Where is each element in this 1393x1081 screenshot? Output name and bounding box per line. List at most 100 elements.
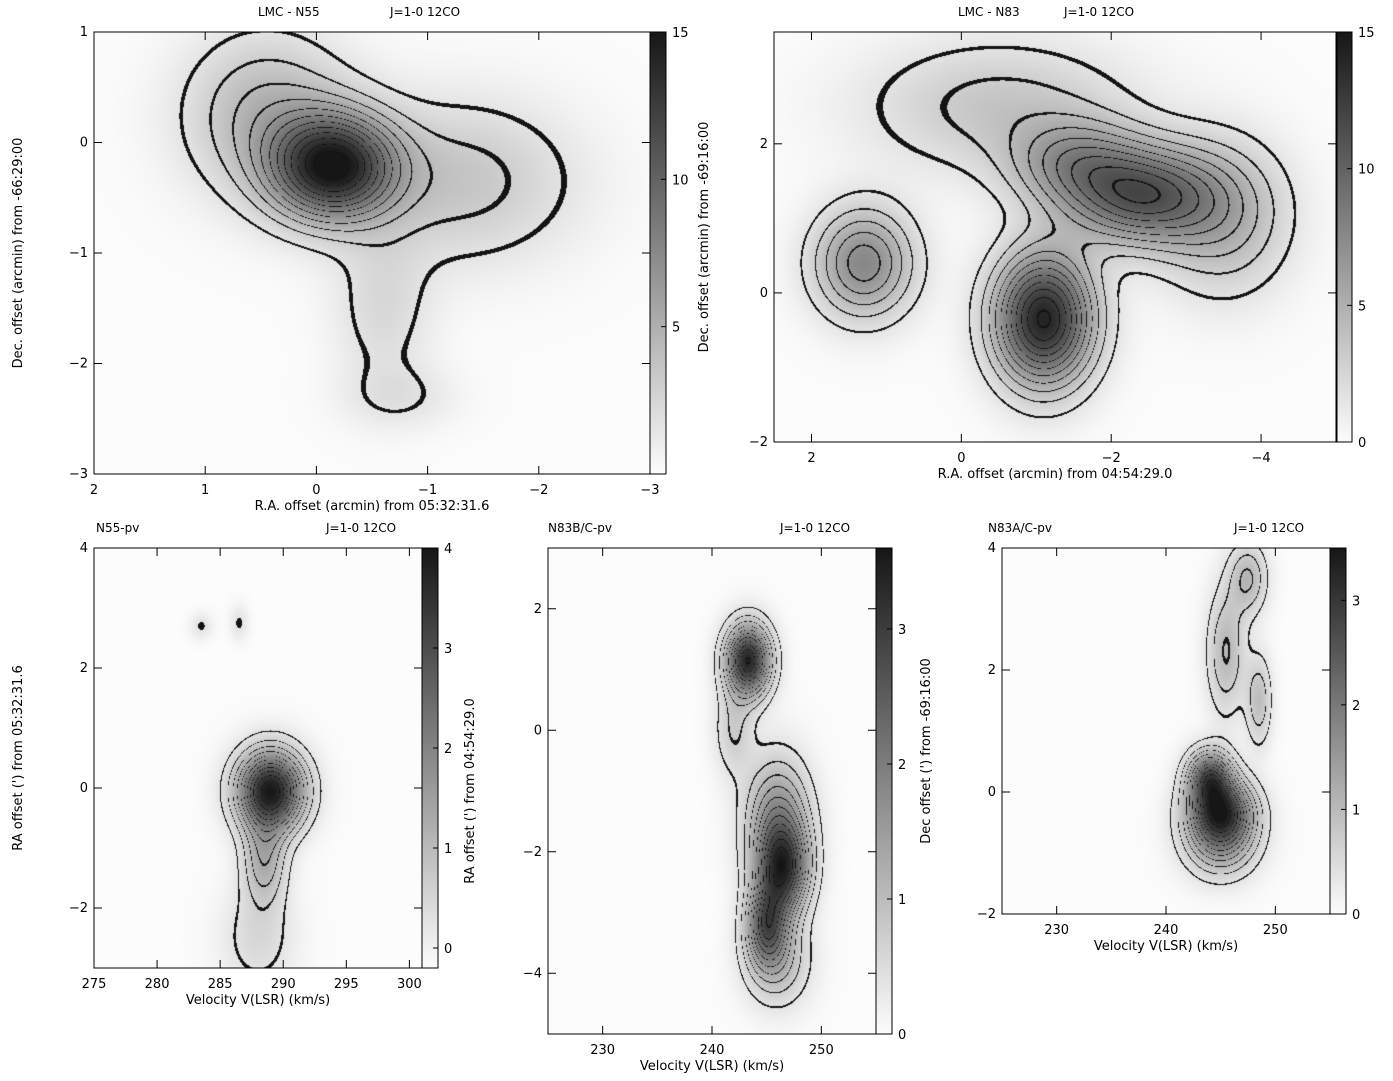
n55-pv-title-right: J=1-0 12CO [325, 521, 396, 535]
n83bc-pv-colorbar-label: 1 [898, 893, 906, 908]
n83-map-ytick-label: −2 [749, 435, 768, 450]
n83bc-pv-ylabel-right: Dec offset (') from -69:16:00 [919, 658, 934, 844]
n83ac-pv-colorbar-label: 2 [1352, 699, 1360, 714]
n83ac-pv-xtick-label: 240 [1154, 923, 1179, 938]
n55-map-colorbar-ramp [649, 31, 667, 475]
n55-map-ytick-label: −2 [69, 357, 88, 372]
n83ac-pv-colorbar-label: 1 [1352, 803, 1360, 818]
n83bc-pv-colorbar-label: 2 [898, 758, 906, 773]
n83-map-intensity-image [774, 32, 1336, 442]
n83bc-pv-title-left: N83B/C-pv [548, 521, 612, 535]
n55-map-ytick-label: 0 [80, 136, 88, 151]
n55-map-ylabel: Dec. offset (arcmin) from -66:29:00 [11, 138, 26, 369]
n55-pv-panel: 275 280 285 290 295 300 −2 0 2 4 0 1 2 3 4 N55-pv J=1-0 … [11, 521, 452, 1008]
n83bc-pv-ylabel: RA offset (') from 04:54:29.0 [463, 698, 478, 883]
n83-map-ytick-label: 2 [760, 137, 768, 152]
n83bc-pv-colorbar: 0 1 2 3 [875, 547, 906, 1043]
n83ac-pv-colorbar-label: 0 [1352, 908, 1360, 923]
n55-pv-title-left: N55-pv [96, 521, 139, 535]
n83bc-pv-xlabel: Velocity V(LSR) (km/s) [640, 1059, 784, 1074]
n55-map-colorbar-label: 10 [672, 173, 689, 188]
n55-map-xtick-label: −1 [418, 483, 437, 498]
n55-pv-ytick-label: 4 [80, 541, 88, 556]
n83-map-colorbar-ramp [1336, 31, 1353, 443]
n55-map-ytick-label: −3 [69, 467, 88, 482]
n83bc-pv-ytick-label: 0 [534, 723, 542, 738]
n55-pv-xtick-label: 275 [82, 977, 107, 992]
n83-map-xtick-label: 2 [807, 451, 815, 466]
n55-pv-xtick-label: 300 [397, 977, 422, 992]
n83bc-pv-ytick-label: −4 [523, 966, 542, 981]
n55-pv-ytick-label: −2 [69, 901, 88, 916]
n55-pv-xlabel: Velocity V(LSR) (km/s) [186, 993, 330, 1008]
n55-map-xtick-label: 0 [312, 483, 320, 498]
n83-map-colorbar-label: 5 [1358, 299, 1366, 314]
n55-map-xtick-label: 1 [201, 483, 209, 498]
n83-map-colorbar-label: 15 [1358, 26, 1375, 41]
n83ac-pv-ytick-label: 4 [988, 541, 996, 556]
n55-pv-ytick-label: 2 [80, 661, 88, 676]
n83ac-pv-ytick-label: 0 [988, 785, 996, 800]
n83-map-xtick-label: 0 [957, 451, 965, 466]
n83-map-colorbar-label: 0 [1358, 436, 1366, 451]
n55-map-colorbar-label: 5 [672, 321, 680, 336]
n83ac-pv-colorbar: 0 1 2 3 [1329, 547, 1360, 923]
n83-map-colorbar: 0 5 10 15 [1336, 26, 1375, 451]
n83ac-pv-xlabel: Velocity V(LSR) (km/s) [1094, 939, 1238, 954]
n83ac-pv-intensity-image [1002, 548, 1330, 914]
n83bc-pv-colorbar-label: 3 [898, 623, 906, 638]
n83ac-pv-colorbar-label: 3 [1352, 594, 1360, 609]
n83ac-pv-ytick-label: −2 [977, 907, 996, 922]
n83-map-title-left: LMC - N83 [958, 5, 1020, 19]
n55-map-ytick-label: −1 [69, 246, 88, 261]
n83bc-pv-xtick-label: 240 [700, 1043, 725, 1058]
n83bc-pv-xtick-label: 250 [809, 1043, 834, 1058]
n83bc-pv-ytick-label: −2 [523, 845, 542, 860]
n83ac-pv-ytick-label: 2 [988, 663, 996, 678]
n83ac-pv-xtick-label: 250 [1263, 923, 1288, 938]
n55-map-ytick-label: 1 [80, 25, 88, 40]
n55-map-colorbar-label: 15 [672, 26, 689, 41]
n83bc-pv-colorbar-label: 0 [898, 1028, 906, 1043]
n55-pv-colorbar-label: 3 [444, 642, 452, 657]
n83-map-xtick-label: −4 [1251, 451, 1270, 466]
n83-map-frame [773, 31, 1337, 443]
n55-map-xlabel: R.A. offset (arcmin) from 05:32:31.6 [255, 499, 490, 514]
n83-map-ytick-label: 0 [760, 286, 768, 301]
n55-map-title-right: J=1-0 12CO [389, 5, 460, 19]
n83ac-pv-xtick-label: 230 [1044, 923, 1069, 938]
n83-map-title-right: J=1-0 12CO [1063, 5, 1134, 19]
n55-pv-xtick-label: 290 [271, 977, 296, 992]
n83-map-colorbar-label: 10 [1358, 163, 1375, 178]
n55-map-colorbar: 5 10 15 [649, 26, 689, 475]
n55-pv-colorbar-label: 1 [444, 842, 452, 857]
n55-map-xtick-label: 2 [90, 483, 98, 498]
n55-map-xtick-label: −3 [640, 483, 659, 498]
n55-pv-colorbar: 0 1 2 3 4 [421, 542, 452, 969]
n55-pv-colorbar-ramp [421, 547, 439, 969]
n83bc-pv-xtick-label: 230 [590, 1043, 615, 1058]
n55-pv-ylabel: RA offset (') from 05:32:31.6 [11, 665, 26, 850]
n83bc-pv-colorbar-ramp [875, 547, 893, 1035]
n55-pv-colorbar-label: 2 [444, 742, 452, 757]
n83-map-xlabel: R.A. offset (arcmin) from 04:54:29.0 [938, 467, 1173, 482]
n83bc-pv-title-right: J=1-0 12CO [779, 521, 850, 535]
n83bc-pv-panel: 230 240 250 −4 −2 0 2 0 1 2 3 N83B/C-pv J=1-0 12CO Ve… [463, 521, 934, 1074]
n83ac-pv-title-left: N83A/C-pv [988, 521, 1052, 535]
n83-map-xtick-label: −2 [1102, 451, 1121, 466]
n55-pv-intensity-image [94, 548, 422, 968]
n83-map-panel: 2 0 −2 −4 −2 0 2 0 5 10 15 LMC - N83 J=1-0 12CO R.A. … [697, 5, 1375, 482]
n83bc-pv-ytick-label: 2 [534, 602, 542, 617]
n55-pv-xtick-label: 285 [208, 977, 233, 992]
n83bc-pv-intensity-image [548, 548, 876, 1034]
n83-map-ylabel: Dec. offset (arcmin) from -69:16:00 [697, 122, 712, 353]
n55-pv-xtick-label: 280 [145, 977, 170, 992]
n83ac-pv-colorbar-ramp [1329, 547, 1347, 915]
n55-pv-colorbar-label: 4 [444, 542, 452, 557]
n55-pv-xtick-label: 295 [334, 977, 359, 992]
n55-map-intensity-image [94, 32, 650, 474]
n55-map-title-left: LMC - N55 [258, 5, 320, 19]
